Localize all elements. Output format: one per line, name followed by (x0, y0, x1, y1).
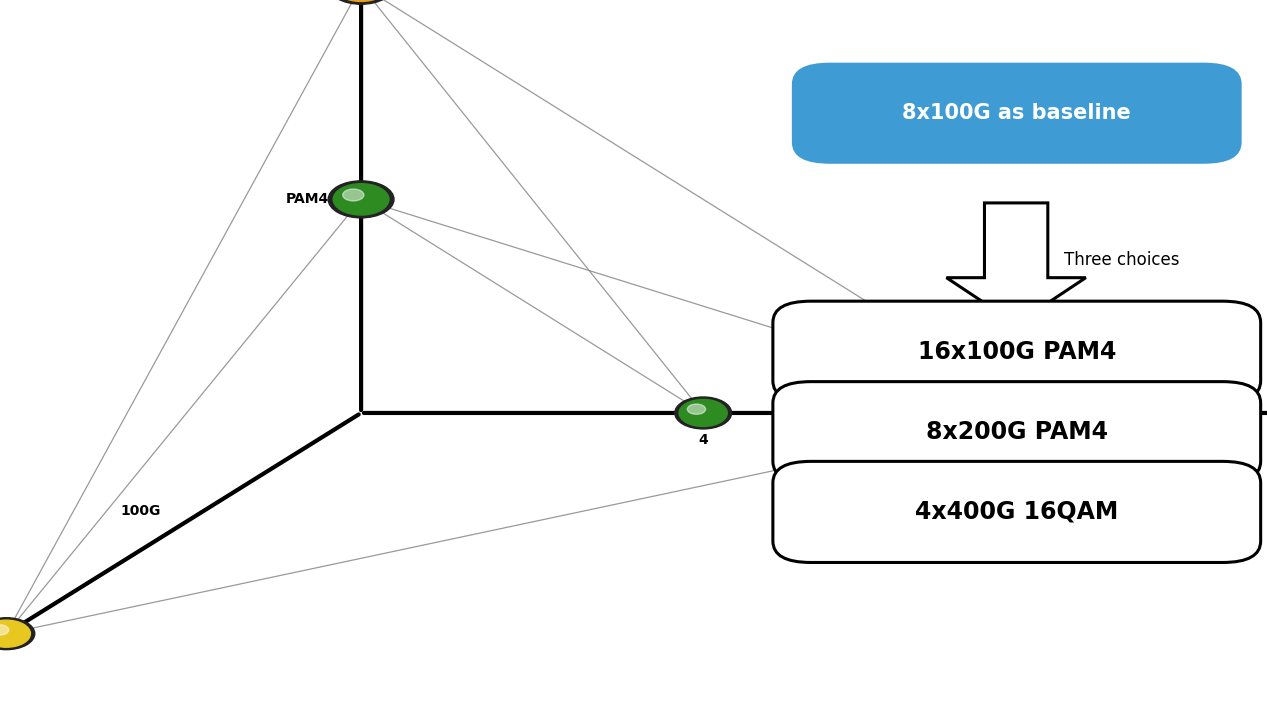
Text: 8x200G PAM4: 8x200G PAM4 (926, 420, 1107, 444)
Text: PAM4: PAM4 (286, 192, 329, 206)
Circle shape (333, 0, 389, 1)
Circle shape (675, 397, 731, 429)
Circle shape (0, 618, 34, 649)
Text: 100G: 100G (120, 503, 161, 518)
Circle shape (0, 620, 30, 647)
Text: 8: 8 (1040, 433, 1050, 447)
FancyBboxPatch shape (792, 63, 1242, 164)
FancyBboxPatch shape (773, 382, 1261, 483)
Circle shape (1017, 397, 1073, 429)
Circle shape (1029, 404, 1048, 414)
Circle shape (328, 0, 394, 4)
Circle shape (679, 399, 727, 426)
Circle shape (333, 184, 389, 215)
Text: 4x400G 16QAM: 4x400G 16QAM (915, 500, 1119, 524)
Polygon shape (946, 203, 1086, 324)
Circle shape (1021, 399, 1069, 426)
Circle shape (328, 181, 394, 218)
Text: 16x100G PAM4: 16x100G PAM4 (917, 340, 1116, 364)
Text: Three choices: Three choices (1064, 251, 1180, 269)
Circle shape (342, 189, 364, 201)
FancyBboxPatch shape (773, 461, 1261, 562)
Text: 8x100G as baseline: 8x100G as baseline (902, 103, 1131, 123)
FancyBboxPatch shape (773, 301, 1261, 402)
Circle shape (687, 404, 706, 414)
Text: 4: 4 (698, 433, 708, 447)
Circle shape (0, 624, 9, 635)
